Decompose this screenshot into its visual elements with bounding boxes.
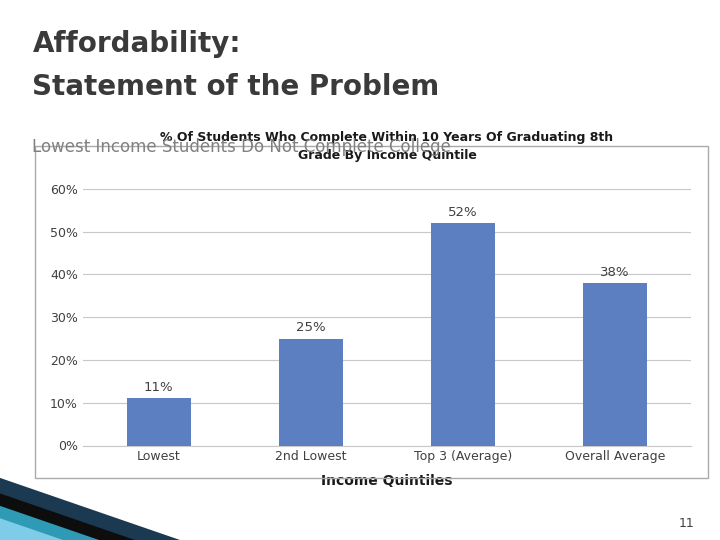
Bar: [127, 399, 191, 445]
Text: 25%: 25%: [296, 321, 325, 334]
Text: 11%: 11%: [144, 381, 174, 394]
Bar: [583, 283, 647, 446]
Bar: [431, 223, 495, 446]
Text: 11: 11: [679, 517, 695, 530]
Polygon shape: [0, 494, 135, 540]
Text: Lowest Income Students Do Not Complete College: Lowest Income Students Do Not Complete C…: [32, 138, 451, 156]
Bar: [279, 339, 343, 445]
Title: % Of Students Who Complete Within 10 Years Of Graduating 8th
Grade By Income Qui: % Of Students Who Complete Within 10 Yea…: [161, 131, 613, 162]
Polygon shape: [0, 506, 99, 540]
Polygon shape: [0, 518, 63, 540]
Polygon shape: [0, 478, 180, 540]
Text: 38%: 38%: [600, 266, 630, 279]
Text: Statement of the Problem: Statement of the Problem: [32, 73, 440, 101]
X-axis label: Income Quintiles: Income Quintiles: [321, 475, 453, 489]
Text: Affordability:: Affordability:: [32, 30, 241, 58]
Text: 52%: 52%: [449, 206, 478, 219]
